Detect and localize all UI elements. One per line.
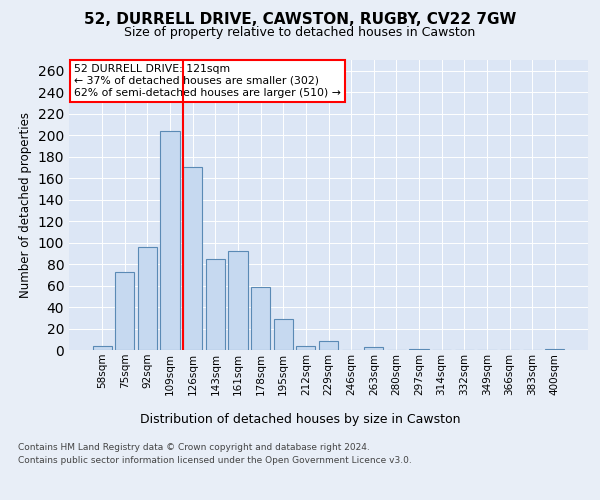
Text: Contains public sector information licensed under the Open Government Licence v3: Contains public sector information licen… xyxy=(18,456,412,465)
Bar xyxy=(319,342,338,350)
Text: Contains HM Land Registry data © Crown copyright and database right 2024.: Contains HM Land Registry data © Crown c… xyxy=(18,442,370,452)
Bar xyxy=(251,286,270,350)
Text: 52, DURRELL DRIVE, CAWSTON, RUGBY, CV22 7GW: 52, DURRELL DRIVE, CAWSTON, RUGBY, CV22 … xyxy=(84,12,516,28)
Bar xyxy=(545,349,565,350)
Y-axis label: Number of detached properties: Number of detached properties xyxy=(19,112,32,298)
Text: 52 DURRELL DRIVE: 121sqm
← 37% of detached houses are smaller (302)
62% of semi-: 52 DURRELL DRIVE: 121sqm ← 37% of detach… xyxy=(74,64,341,98)
Bar xyxy=(296,346,316,350)
Bar xyxy=(409,349,428,350)
Bar xyxy=(92,346,112,350)
Bar xyxy=(206,258,225,350)
Bar xyxy=(274,319,293,350)
Bar xyxy=(183,168,202,350)
Text: Size of property relative to detached houses in Cawston: Size of property relative to detached ho… xyxy=(124,26,476,39)
Bar xyxy=(229,251,248,350)
Bar xyxy=(364,347,383,350)
Text: Distribution of detached houses by size in Cawston: Distribution of detached houses by size … xyxy=(140,412,460,426)
Bar xyxy=(138,247,157,350)
Bar xyxy=(115,272,134,350)
Bar xyxy=(160,131,180,350)
